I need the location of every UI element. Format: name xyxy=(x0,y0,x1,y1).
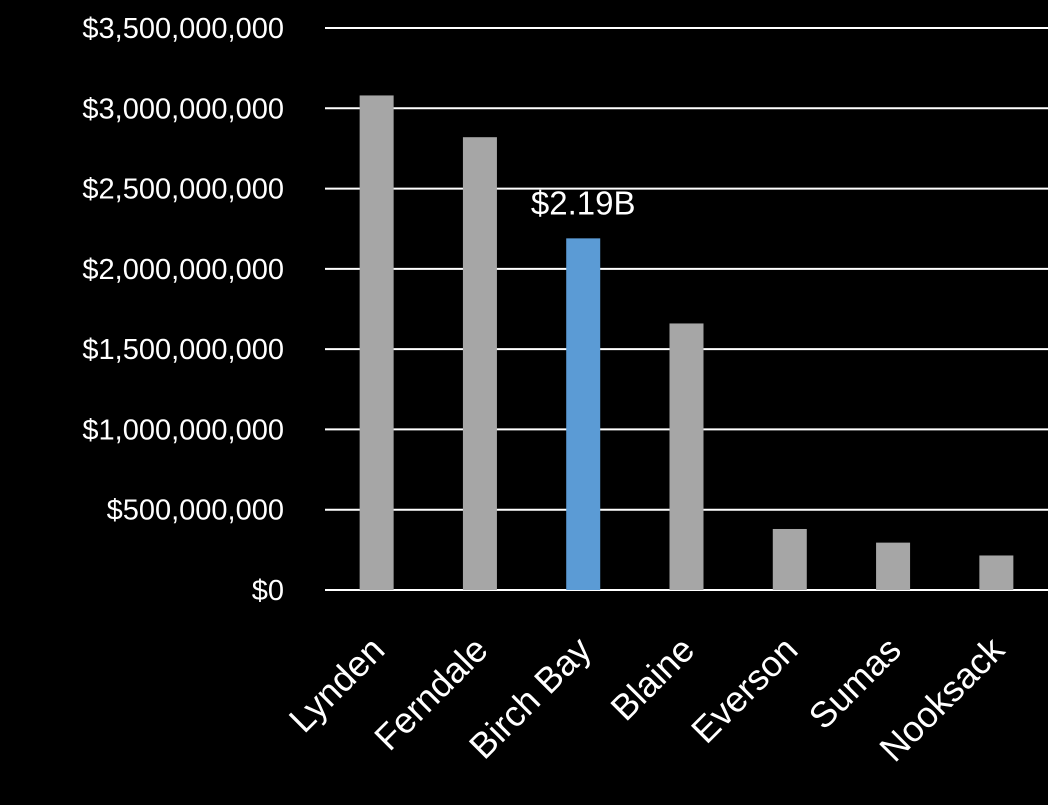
bar xyxy=(876,542,911,590)
bar xyxy=(359,95,394,590)
bar xyxy=(979,555,1014,590)
data-labels: $2.19B xyxy=(531,184,636,221)
y-tick-label: $1,000,000,000 xyxy=(82,414,284,446)
bars xyxy=(359,95,1014,590)
bar xyxy=(669,323,704,590)
y-tick-label: $3,500,000,000 xyxy=(82,13,284,45)
y-tick-label: $2,500,000,000 xyxy=(82,174,284,206)
y-tick-label: $3,000,000,000 xyxy=(82,93,284,125)
y-tick-label: $1,500,000,000 xyxy=(82,334,284,366)
data-label: $2.19B xyxy=(531,184,636,221)
x-category-label: Everson xyxy=(683,629,805,751)
y-axis-tick-labels: $0 $500,000,000 $1,000,000,000 $1,500,000,0… xyxy=(82,13,284,607)
bar xyxy=(462,137,497,590)
x-category-label: Blaine xyxy=(602,629,702,729)
bar xyxy=(772,528,807,590)
y-tick-label: $0 xyxy=(252,575,284,607)
y-tick-label: $2,000,000,000 xyxy=(82,254,284,286)
y-tick-label: $500,000,000 xyxy=(107,495,284,527)
bar xyxy=(566,238,601,590)
